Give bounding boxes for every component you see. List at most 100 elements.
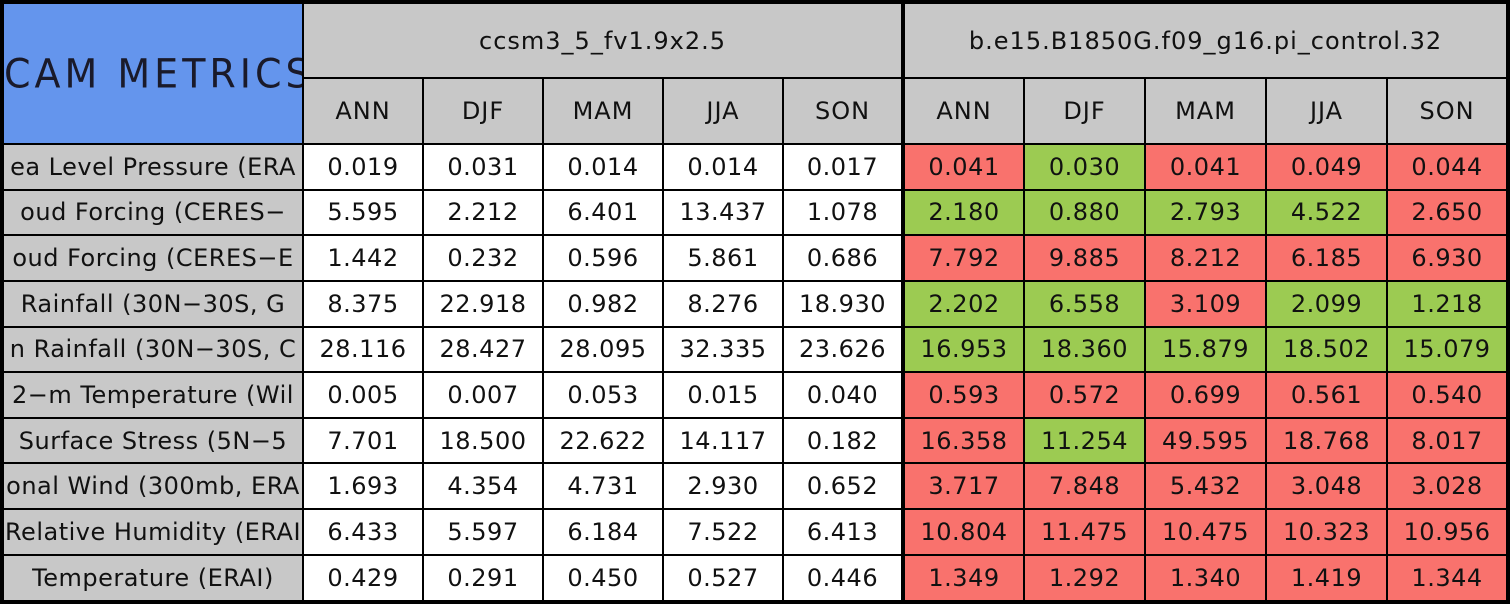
metric-value-cell: 0.593: [901, 371, 1026, 419]
metric-value-cell: 0.232: [422, 234, 544, 282]
metric-value-cell: 2.793: [1144, 188, 1268, 237]
metric-value-cell: 13.437: [662, 188, 784, 237]
metric-value-cell: 0.053: [542, 371, 664, 419]
metric-value-cell: 8.212: [1144, 234, 1268, 282]
table-row: Surface Stress (5N−5 7.701 18.500 22.622…: [1, 416, 1510, 465]
metric-value-cell: 0.182: [781, 416, 905, 465]
metric-value-cell: 1.344: [1386, 553, 1510, 604]
metric-row-label: n Rainfall (30N−30S, C: [1, 325, 304, 374]
title-cell: CAM METRICS: [1, 1, 304, 145]
metric-value-cell: 5.597: [422, 508, 544, 556]
model-1-header: ccsm3_5_fv1.9x2.5: [301, 1, 905, 79]
season-header-m1-ann: ANN: [302, 77, 424, 145]
metric-value-cell: 0.572: [1023, 371, 1147, 419]
table-row: ea Level Pressure (ERA 0.019 0.031 0.014…: [1, 143, 1510, 191]
metric-value-cell: 49.595: [1144, 416, 1268, 465]
season-header-m2-djf: DJF: [1023, 77, 1147, 145]
metric-value-cell: 0.561: [1265, 371, 1389, 419]
metric-value-cell: 5.595: [302, 188, 424, 237]
metric-value-cell: 1.340: [1144, 553, 1268, 604]
table-row: oud Forcing (CERES− 5.595 2.212 6.401 13…: [1, 188, 1510, 237]
metric-row-label: oud Forcing (CERES−E: [1, 234, 304, 282]
metric-value-cell: 8.017: [1386, 416, 1510, 465]
metric-value-cell: 2.099: [1265, 279, 1389, 328]
metric-value-cell: 3.717: [901, 462, 1026, 511]
season-header-m1-mam: MAM: [542, 77, 664, 145]
metric-value-cell: 0.652: [781, 462, 905, 511]
metric-value-cell: 7.701: [302, 416, 424, 465]
table-row: oud Forcing (CERES−E 1.442 0.232 0.596 5…: [1, 234, 1510, 282]
season-header-m2-son: SON: [1386, 77, 1510, 145]
table-row: n Rainfall (30N−30S, C 28.116 28.427 28.…: [1, 325, 1510, 374]
metric-value-cell: 15.879: [1144, 325, 1268, 374]
metric-value-cell: 0.040: [781, 371, 905, 419]
metric-value-cell: 7.522: [662, 508, 784, 556]
metric-value-cell: 6.401: [542, 188, 664, 237]
metric-value-cell: 1.292: [1023, 553, 1147, 604]
metric-value-cell: 5.432: [1144, 462, 1268, 511]
metric-value-cell: 18.500: [422, 416, 544, 465]
metric-value-cell: 10.475: [1144, 508, 1268, 556]
metric-value-cell: 0.015: [662, 371, 784, 419]
metric-value-cell: 28.116: [302, 325, 424, 374]
metric-value-cell: 0.014: [542, 143, 664, 191]
metric-row-label: 2−m Temperature (Wil: [1, 371, 304, 419]
metric-value-cell: 1.442: [302, 234, 424, 282]
metric-value-cell: 2.180: [901, 188, 1026, 237]
metric-value-cell: 8.375: [302, 279, 424, 328]
metric-value-cell: 8.276: [662, 279, 784, 328]
metric-value-cell: 0.527: [662, 553, 784, 604]
metric-value-cell: 10.956: [1386, 508, 1510, 556]
metric-value-cell: 16.358: [901, 416, 1026, 465]
metric-value-cell: 10.804: [901, 508, 1026, 556]
metric-value-cell: 18.930: [781, 279, 905, 328]
season-header-m1-son: SON: [781, 77, 905, 145]
metric-value-cell: 18.360: [1023, 325, 1147, 374]
model-header-row: CAM METRICS ccsm3_5_fv1.9x2.5 b.e15.B185…: [1, 1, 1510, 145]
metric-value-cell: 5.861: [662, 234, 784, 282]
metric-value-cell: 0.540: [1386, 371, 1510, 419]
table-row: Rainfall (30N−30S, G 8.375 22.918 0.982 …: [1, 279, 1510, 328]
model-2-header: b.e15.B1850G.f09_g16.pi_control.32: [901, 1, 1510, 79]
page-title: CAM METRICS: [4, 50, 303, 97]
metric-value-cell: 0.007: [422, 371, 544, 419]
metric-row-label: Surface Stress (5N−5: [1, 416, 304, 465]
metric-value-cell: 14.117: [662, 416, 784, 465]
metric-value-cell: 18.768: [1265, 416, 1389, 465]
metric-value-cell: 23.626: [781, 325, 905, 374]
metric-row-label: onal Wind (300mb, ERA: [1, 462, 304, 511]
table-row: 2−m Temperature (Wil 0.005 0.007 0.053 0…: [1, 371, 1510, 419]
season-header-m1-jja: JJA: [662, 77, 784, 145]
metric-value-cell: 16.953: [901, 325, 1026, 374]
metric-value-cell: 0.596: [542, 234, 664, 282]
metric-value-cell: 3.028: [1386, 462, 1510, 511]
metric-value-cell: 22.622: [542, 416, 664, 465]
metric-value-cell: 0.019: [302, 143, 424, 191]
metric-value-cell: 0.429: [302, 553, 424, 604]
metric-row-label: ea Level Pressure (ERA: [1, 143, 304, 191]
metric-value-cell: 6.930: [1386, 234, 1510, 282]
metric-value-cell: 15.079: [1386, 325, 1510, 374]
metric-value-cell: 11.475: [1023, 508, 1147, 556]
metric-row-label: Rainfall (30N−30S, G: [1, 279, 304, 328]
metric-value-cell: 7.848: [1023, 462, 1147, 511]
metric-value-cell: 32.335: [662, 325, 784, 374]
metric-value-cell: 0.031: [422, 143, 544, 191]
metric-value-cell: 9.885: [1023, 234, 1147, 282]
metric-value-cell: 2.650: [1386, 188, 1510, 237]
metric-value-cell: 0.017: [781, 143, 905, 191]
metric-value-cell: 22.918: [422, 279, 544, 328]
metric-value-cell: 0.030: [1023, 143, 1147, 191]
metric-value-cell: 2.930: [662, 462, 784, 511]
metric-value-cell: 10.323: [1265, 508, 1389, 556]
metric-value-cell: 1.078: [781, 188, 905, 237]
metric-value-cell: 0.014: [662, 143, 784, 191]
metric-value-cell: 28.427: [422, 325, 544, 374]
metric-value-cell: 3.048: [1265, 462, 1389, 511]
metric-value-cell: 4.522: [1265, 188, 1389, 237]
metric-value-cell: 1.349: [901, 553, 1026, 604]
metric-value-cell: 4.731: [542, 462, 664, 511]
metric-value-cell: 0.880: [1023, 188, 1147, 237]
metric-value-cell: 0.699: [1144, 371, 1268, 419]
